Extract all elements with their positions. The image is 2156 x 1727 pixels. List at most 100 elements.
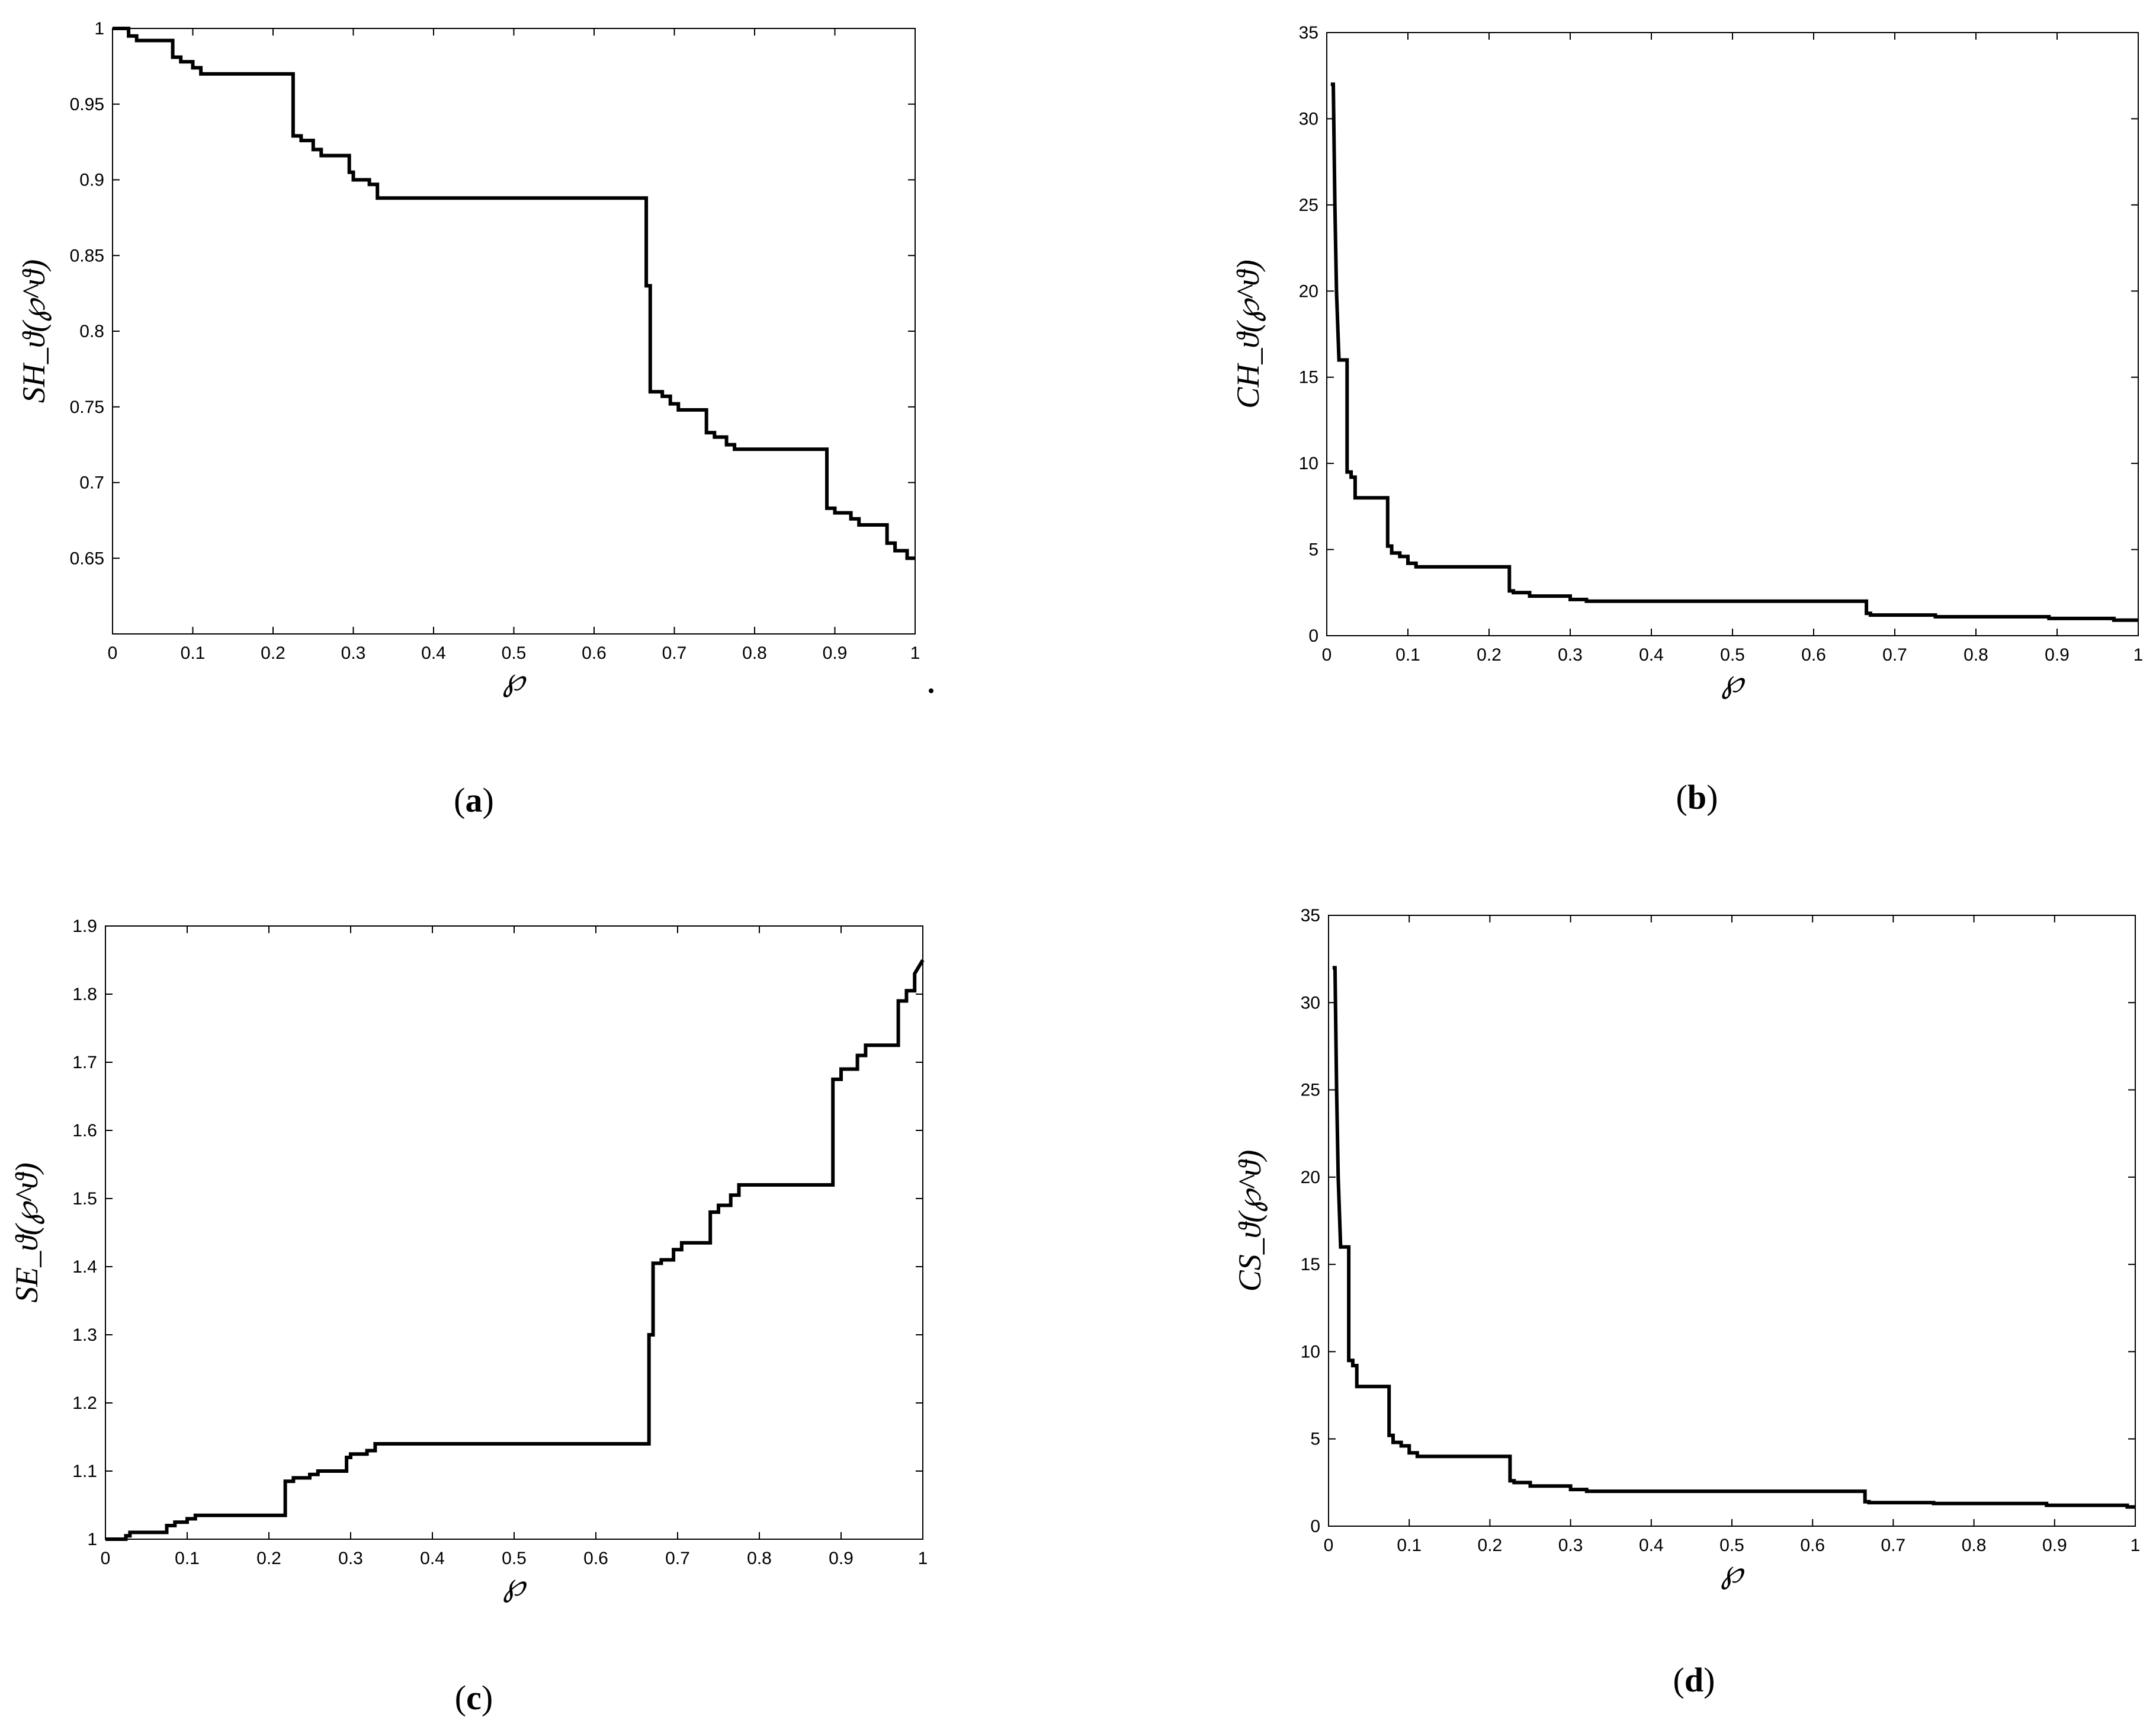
x-tick-label: 0.5: [502, 643, 527, 663]
y-tick-label: 15: [1301, 1255, 1320, 1274]
caption-close: ): [1703, 1661, 1715, 1699]
caption-letter: c: [466, 1678, 482, 1717]
y-tick-label: 0.85: [70, 246, 104, 265]
panel-caption: (b): [1676, 778, 1718, 816]
x-tick-label: 0.9: [823, 643, 848, 663]
x-tick-label: 1: [2133, 645, 2144, 665]
x-tick-label: 0.4: [420, 1549, 445, 1568]
y-tick-label: 1.9: [72, 917, 97, 936]
x-tick-label: 0.5: [1719, 1536, 1744, 1555]
y-axis-label: CH_ϑ(℘^ϑ): [1230, 259, 1266, 408]
x-tick-label: 0.2: [1478, 1536, 1503, 1555]
x-axis-ticks: 0 0.1 0.2 0.3 0.4 0.5 0.6 0.7 0.8 0.9 1: [1324, 915, 2141, 1555]
caption-open: (: [454, 781, 465, 819]
caption-letter: d: [1685, 1661, 1703, 1699]
series-line: [1330, 82, 2138, 622]
x-tick-label: 0.3: [341, 643, 366, 663]
y-axis-ticks: 0 5 10 15 20 25 30 35: [1299, 23, 2138, 646]
y-tick-label: 15: [1299, 368, 1318, 387]
caption-open: (: [1676, 778, 1687, 816]
x-tick-label: 0.1: [181, 643, 206, 663]
x-tick-label: 0.7: [1882, 645, 1907, 665]
y-tick-label: 1.2: [72, 1393, 97, 1413]
x-tick-label: 0.1: [1395, 645, 1420, 665]
caption-open: (: [1673, 1661, 1685, 1699]
y-axis-label: CS_ϑ(℘^ϑ): [1232, 1150, 1268, 1292]
x-tick-label: 0.8: [1962, 1536, 1987, 1555]
y-tick-label: 5: [1308, 540, 1318, 560]
y-axis-ticks: 1 1.1 1.2 1.3 1.4 1.5 1.6 1.7 1.8 1.9: [72, 917, 923, 1549]
y-tick-label: 25: [1301, 1081, 1320, 1100]
y-tick-label: 0.75: [70, 398, 104, 417]
y-axis-label: SH_ϑ(℘^ϑ): [16, 259, 52, 403]
x-tick-label: 0.6: [1800, 1536, 1825, 1555]
x-tick-label: 0.4: [421, 643, 446, 663]
x-tick-label: 1: [2131, 1536, 2141, 1555]
x-tick-label: 0.2: [261, 643, 285, 663]
y-tick-label: 0: [1308, 626, 1318, 646]
y-tick-label: 0.8: [79, 322, 104, 341]
caption-letter: b: [1687, 778, 1706, 816]
x-axis-label: ℘: [503, 662, 527, 697]
y-tick-label: 35: [1299, 23, 1318, 43]
y-axis-label: SE_ϑ(℘^ϑ): [9, 1162, 44, 1302]
x-tick-label: 0.1: [175, 1549, 200, 1568]
x-tick-label: 0.4: [1639, 645, 1664, 665]
y-tick-label: 10: [1299, 454, 1318, 473]
x-tick-label: 0.8: [742, 643, 767, 663]
x-axis-ticks: 0 0.1 0.2 0.3 0.4 0.5 0.6 0.7 0.8 0.9 1: [108, 28, 920, 663]
y-tick-label: 35: [1301, 906, 1320, 925]
y-tick-label: 1.5: [72, 1189, 97, 1209]
panel-c: 0 0.1 0.2 0.3 0.4 0.5 0.6 0.7 0.8 0.9 1 1 1.1 1.2 1.3…: [9, 917, 928, 1717]
x-axis-label: ℘: [503, 1567, 527, 1603]
x-tick-label: 0.8: [747, 1549, 772, 1568]
x-tick-label: 0.7: [662, 643, 687, 663]
x-tick-label: 0.6: [583, 1549, 608, 1568]
y-tick-label: 1.7: [72, 1053, 97, 1072]
y-tick-label: 0: [1310, 1517, 1320, 1536]
x-tick-label: 1: [910, 643, 920, 663]
panel-caption: (d): [1673, 1661, 1715, 1699]
caption-letter: a: [466, 781, 483, 819]
y-tick-label: 0.95: [70, 95, 104, 114]
y-tick-label: 1.1: [72, 1462, 97, 1481]
x-tick-label: 0.3: [1558, 1536, 1583, 1555]
y-axis-ticks: 0 5 10 15 20 25 30 35: [1301, 906, 2135, 1536]
y-tick-label: 5: [1310, 1430, 1320, 1449]
x-tick-label: 0: [108, 643, 118, 663]
x-axis-label: ℘: [1721, 664, 1746, 699]
x-tick-label: 0.7: [1881, 1536, 1906, 1555]
series-line: [1332, 966, 2135, 1509]
caption-open: (: [455, 1678, 466, 1717]
panel-b: 0 0.1 0.2 0.3 0.4 0.5 0.6 0.7 0.8 0.9 1 0 5 10 15 20 25…: [1230, 23, 2143, 816]
y-tick-label: 30: [1299, 109, 1318, 129]
y-tick-label: 1: [87, 1530, 97, 1549]
y-tick-label: 10: [1301, 1342, 1320, 1361]
y-tick-label: 0.9: [79, 171, 104, 190]
y-tick-label: 30: [1301, 993, 1320, 1013]
x-tick-label: 0.6: [582, 643, 607, 663]
y-tick-label: 1.6: [72, 1121, 97, 1140]
panel-d: 0 0.1 0.2 0.3 0.4 0.5 0.6 0.7 0.8 0.9 1 0 5 10 15 20 25…: [1232, 906, 2140, 1699]
x-tick-label: 0: [1324, 1536, 1334, 1555]
x-tick-label: 0.5: [502, 1549, 527, 1568]
caption-close: ): [1706, 778, 1718, 816]
series-line: [105, 959, 925, 1541]
x-tick-label: 0.2: [1477, 645, 1502, 665]
y-tick-label: 1: [94, 19, 104, 39]
panel-caption: (a): [454, 781, 494, 819]
x-tick-label: 0.3: [1558, 645, 1583, 665]
y-tick-label: 1.3: [72, 1325, 97, 1345]
panel-caption: (c): [455, 1678, 493, 1717]
y-tick-label: 0.65: [70, 549, 104, 568]
y-tick-label: 20: [1301, 1168, 1320, 1187]
x-tick-label: 0.6: [1801, 645, 1826, 665]
x-tick-label: 0.8: [1964, 645, 1988, 665]
panel-a: 0 0.1 0.2 0.3 0.4 0.5 0.6 0.7 0.8 0.9 1 0.65 0.7 0.7…: [16, 19, 920, 819]
x-axis-ticks: 0 0.1 0.2 0.3 0.4 0.5 0.6 0.7 0.8 0.9 1: [1322, 33, 2144, 665]
series-line: [113, 27, 915, 560]
x-tick-label: 0.3: [338, 1549, 363, 1568]
x-tick-label: 0.7: [665, 1549, 690, 1568]
